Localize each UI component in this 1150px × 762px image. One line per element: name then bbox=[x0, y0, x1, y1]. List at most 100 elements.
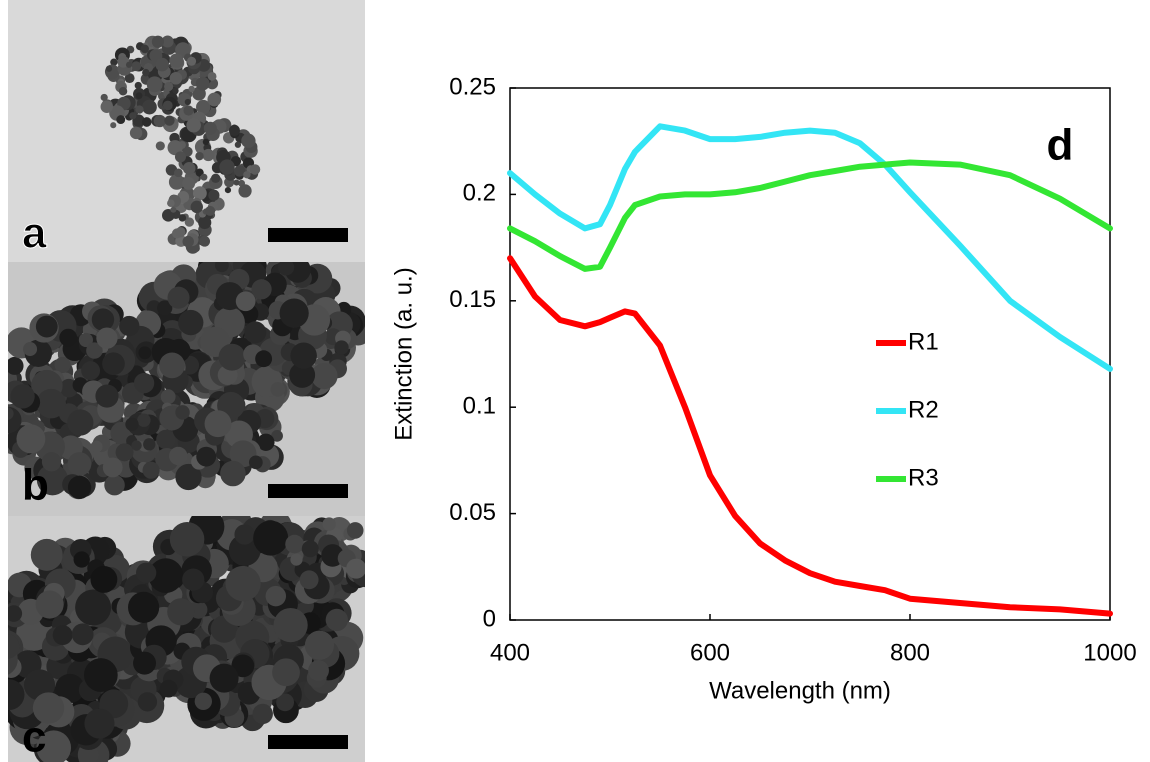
y-tick-label: 0.15 bbox=[449, 286, 496, 313]
particle bbox=[196, 99, 211, 115]
particle bbox=[35, 315, 58, 338]
particle bbox=[182, 235, 194, 248]
particle bbox=[73, 551, 90, 568]
particle bbox=[186, 118, 201, 133]
particle bbox=[129, 126, 143, 140]
particle bbox=[241, 133, 256, 149]
particle bbox=[308, 660, 329, 681]
particle bbox=[265, 585, 287, 607]
particle bbox=[272, 658, 300, 687]
particle bbox=[218, 343, 246, 371]
particle bbox=[129, 112, 137, 120]
particle bbox=[233, 165, 246, 177]
plot-frame bbox=[509, 87, 1111, 621]
particles-a bbox=[100, 35, 261, 254]
particle bbox=[228, 124, 241, 136]
particle bbox=[157, 300, 173, 316]
particle bbox=[238, 184, 252, 198]
x-tick-label: 400 bbox=[490, 639, 530, 666]
particle bbox=[167, 286, 190, 309]
particle bbox=[52, 625, 73, 646]
particle bbox=[100, 93, 108, 102]
particle bbox=[137, 413, 151, 427]
particle bbox=[90, 440, 103, 453]
particle bbox=[8, 407, 14, 420]
particle bbox=[235, 291, 256, 312]
particle bbox=[251, 279, 272, 300]
particle bbox=[10, 384, 35, 409]
particle bbox=[187, 56, 197, 66]
particle bbox=[211, 173, 221, 183]
particle bbox=[124, 73, 135, 84]
particle bbox=[36, 464, 69, 496]
particle bbox=[90, 566, 118, 593]
particle bbox=[95, 384, 119, 408]
particle bbox=[167, 598, 195, 626]
particle bbox=[208, 189, 220, 201]
particle bbox=[133, 651, 157, 675]
particle bbox=[205, 205, 216, 216]
particle bbox=[32, 692, 65, 724]
particle bbox=[161, 35, 174, 48]
particle bbox=[290, 553, 303, 566]
particle bbox=[160, 389, 176, 405]
particle bbox=[23, 342, 38, 357]
particle bbox=[143, 438, 156, 451]
particle bbox=[175, 463, 202, 491]
particle bbox=[156, 429, 176, 450]
particle bbox=[131, 440, 142, 451]
particle bbox=[115, 443, 134, 462]
particle bbox=[119, 315, 140, 337]
y-tick-label: 0.05 bbox=[449, 499, 496, 526]
particle bbox=[159, 679, 178, 698]
particle bbox=[8, 356, 24, 375]
particle bbox=[164, 115, 175, 126]
particle bbox=[290, 342, 317, 369]
particle bbox=[41, 452, 62, 472]
particle bbox=[81, 361, 101, 381]
particle bbox=[200, 173, 208, 181]
particle bbox=[334, 340, 349, 355]
particle bbox=[311, 362, 338, 390]
particle bbox=[172, 87, 179, 94]
particle bbox=[175, 405, 190, 420]
particle bbox=[67, 452, 92, 476]
particle bbox=[244, 321, 267, 344]
particle bbox=[16, 424, 46, 454]
particle bbox=[169, 71, 183, 85]
particle bbox=[110, 58, 118, 66]
particle bbox=[199, 235, 211, 247]
particle bbox=[125, 61, 133, 68]
particle bbox=[137, 692, 158, 712]
particle bbox=[146, 76, 163, 93]
particle bbox=[159, 352, 185, 379]
particle bbox=[100, 100, 114, 113]
particle bbox=[203, 121, 217, 135]
particle bbox=[155, 57, 169, 72]
particle bbox=[209, 663, 239, 693]
particle bbox=[55, 673, 85, 704]
particle bbox=[8, 638, 10, 647]
particle bbox=[169, 522, 205, 557]
particle bbox=[75, 589, 112, 626]
particle bbox=[270, 382, 286, 397]
particle bbox=[279, 298, 309, 328]
particle bbox=[182, 568, 205, 591]
particle bbox=[255, 350, 273, 368]
particle bbox=[228, 534, 261, 566]
particle bbox=[131, 61, 142, 72]
particle bbox=[142, 461, 160, 479]
particle bbox=[202, 148, 215, 162]
x-tick-label: 600 bbox=[690, 639, 730, 666]
particle bbox=[202, 138, 210, 146]
particle bbox=[178, 309, 204, 336]
particle bbox=[183, 105, 194, 116]
x-axis-label: Wavelength (nm) bbox=[709, 677, 891, 704]
panel-label: c bbox=[22, 713, 46, 762]
particle bbox=[276, 693, 295, 712]
legend-label: R2 bbox=[908, 396, 939, 423]
particle bbox=[277, 262, 295, 276]
particle bbox=[273, 607, 308, 643]
particle bbox=[135, 105, 144, 114]
